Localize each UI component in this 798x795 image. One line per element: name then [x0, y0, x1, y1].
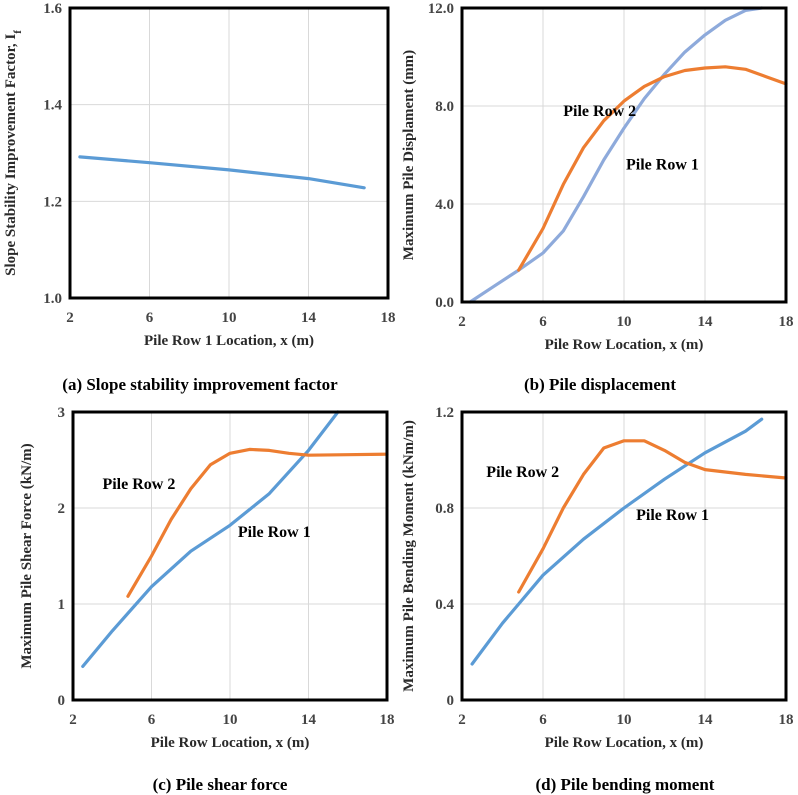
- y-tick-label: 8.0: [435, 99, 454, 115]
- plot-frame: [460, 6, 788, 304]
- y-tick-label: 1: [58, 597, 66, 613]
- x-tick-label: 18: [779, 712, 794, 728]
- series-line-pile-row-1: [81, 410, 340, 668]
- y-tick-label: 0: [58, 693, 66, 709]
- x-tick-label: 10: [617, 712, 632, 728]
- panel-caption: (d) Pile bending moment: [536, 775, 715, 794]
- series-line-pile-row-2: [517, 439, 788, 594]
- chart-panel-1: 2 6 10 14 18 1.0 1.2 1.4 1.6 Pile Row 1 Location,…: [3, 1, 396, 394]
- y-tick-label: 4.0: [435, 197, 454, 213]
- x-tick-label: 18: [380, 712, 395, 728]
- y-tick-label: 1.4: [43, 98, 62, 114]
- y-tick-label: 2: [58, 501, 66, 517]
- x-axis-label: Pile Row Location, x (m): [545, 735, 704, 751]
- x-tick-label: 6: [148, 712, 156, 728]
- x-axis-label: Pile Row 1 Location, x (m): [144, 333, 314, 349]
- y-tick-label: 1.2: [43, 194, 62, 210]
- x-tick-label: 10: [223, 712, 238, 728]
- series-annotation: Pile Row 1: [626, 157, 699, 174]
- plot-frame: [460, 410, 788, 702]
- chart-panel-4: 2 6 10 14 18 0 0.4 0.8 1.2 Pile Row Location, x (…: [401, 405, 794, 794]
- series-line-pile-row-1: [468, 6, 764, 304]
- x-tick-label: 6: [539, 712, 547, 728]
- chart-panel-2: 2 6 10 14 18 0.0 4.0 8.0 12.0 Pile Row Location, …: [401, 1, 794, 394]
- series-line-pile-row-1: [470, 417, 764, 666]
- x-tick-label: 6: [146, 310, 154, 326]
- series-annotation: Pile Row 2: [563, 103, 636, 120]
- x-tick-label: 6: [539, 314, 547, 330]
- x-tick-label: 18: [381, 310, 396, 326]
- y-tick-label: 3: [58, 405, 66, 421]
- y-tick-label: 1.0: [43, 291, 62, 307]
- y-axis-label: Maximum Pile Shear Force (kN/m): [19, 443, 35, 668]
- series-annotation: Pile Row 1: [636, 507, 709, 524]
- chart-panel-3: 2 6 10 14 18 0 1 2 3 Pile Row Location, x (m) Maxi…: [19, 405, 395, 794]
- x-tick-label: 2: [66, 310, 74, 326]
- x-axis-label: Pile Row Location, x (m): [545, 337, 704, 353]
- x-tick-label: 10: [222, 310, 237, 326]
- x-axis-label: Pile Row Location, x (m): [151, 735, 310, 751]
- series-line-pile-row-2: [517, 65, 788, 272]
- x-tick-label: 2: [458, 314, 466, 330]
- x-tick-label: 14: [301, 310, 317, 326]
- y-axis-label-subscript: f: [12, 30, 24, 34]
- y-tick-label: 0.4: [435, 597, 454, 613]
- y-tick-label: 1.2: [435, 405, 454, 421]
- y-tick-label: 0.0: [435, 295, 454, 311]
- x-tick-label: 2: [69, 712, 77, 728]
- y-tick-label: 1.6: [43, 1, 62, 17]
- x-tick-label: 14: [698, 314, 714, 330]
- x-tick-label: 10: [617, 314, 632, 330]
- y-tick-label: 12.0: [428, 1, 454, 17]
- x-tick-label: 18: [779, 314, 794, 330]
- y-axis-label: Maximum Pile Displament (mm): [401, 50, 417, 260]
- y-axis-label: Slope Stability Improvement Factor, If: [3, 30, 24, 276]
- panel-caption: (b) Pile displacement: [524, 375, 676, 394]
- y-tick-label: 0: [447, 693, 455, 709]
- series-line-pile-row-2: [126, 447, 389, 598]
- x-tick-label: 14: [301, 712, 317, 728]
- series-line-improvement-factor: [78, 155, 366, 190]
- series-annotation: Pile Row 1: [238, 524, 311, 541]
- plot-frame: [68, 6, 390, 300]
- plot-frame: [71, 410, 389, 702]
- y-axis-label: Maximum Pile Bending Moment (kNm/m): [401, 420, 417, 692]
- series-annotation: Pile Row 2: [486, 464, 559, 481]
- x-tick-label: 2: [458, 712, 466, 728]
- y-tick-label: 0.8: [435, 501, 454, 517]
- panel-caption: (a) Slope stability improvement factor: [62, 375, 338, 394]
- x-tick-label: 14: [698, 712, 714, 728]
- panel-caption: (c) Pile shear force: [153, 775, 288, 794]
- series-annotation: Pile Row 2: [102, 476, 175, 493]
